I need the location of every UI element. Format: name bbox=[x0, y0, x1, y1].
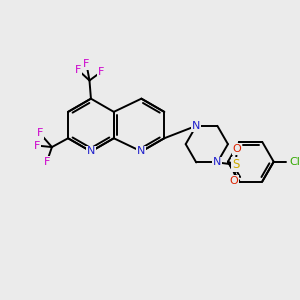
Text: F: F bbox=[44, 157, 50, 167]
Text: F: F bbox=[98, 67, 104, 77]
Text: F: F bbox=[36, 128, 43, 138]
Text: S: S bbox=[232, 158, 239, 171]
Text: N: N bbox=[87, 146, 95, 157]
Text: N: N bbox=[213, 158, 222, 167]
Text: N: N bbox=[137, 146, 146, 157]
Text: F: F bbox=[34, 141, 41, 151]
Text: Cl: Cl bbox=[289, 157, 300, 167]
Text: F: F bbox=[83, 59, 90, 69]
Text: N: N bbox=[192, 121, 200, 131]
Text: F: F bbox=[75, 65, 82, 75]
Text: O: O bbox=[230, 176, 239, 186]
Text: O: O bbox=[232, 144, 242, 154]
